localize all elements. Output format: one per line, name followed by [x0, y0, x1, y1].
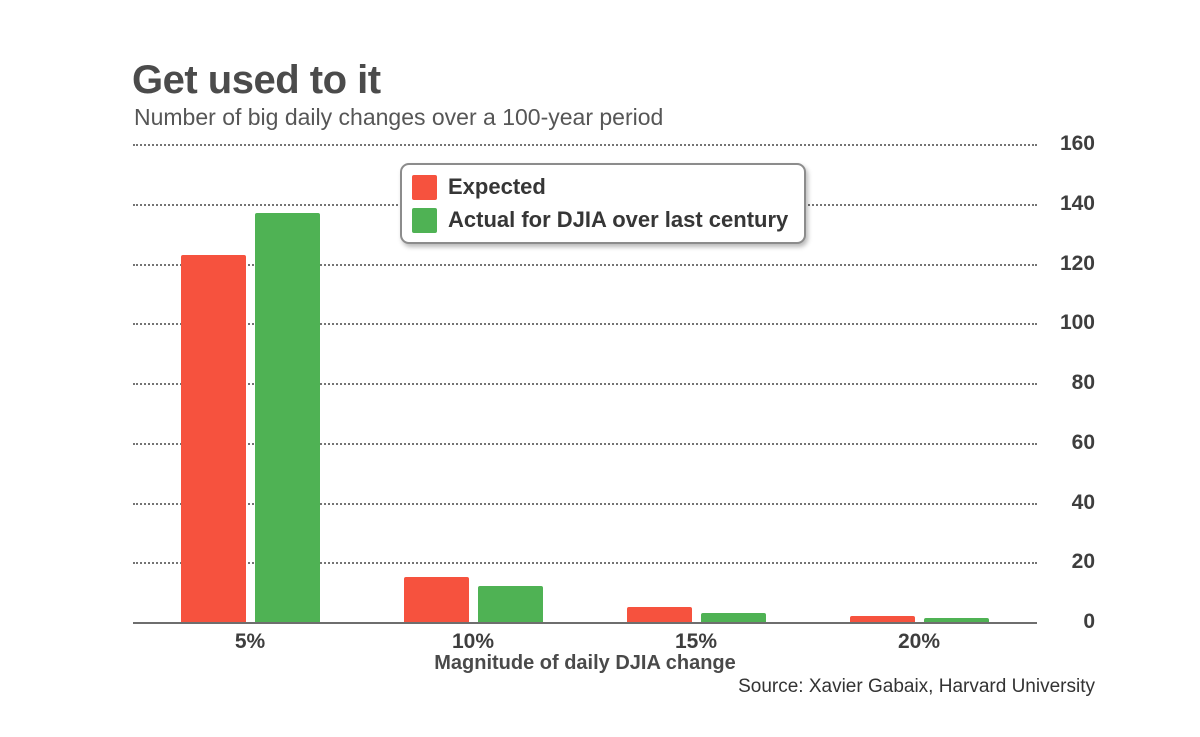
- gridline-100: [133, 323, 1037, 326]
- chart-title: Get used to it: [132, 58, 381, 102]
- bar-group-10%: [403, 577, 543, 622]
- bar-expected-20%: [849, 616, 915, 622]
- bar-actual-5%: [254, 212, 320, 622]
- y-tick-80: 80: [1071, 371, 1095, 394]
- x-tick-5%: 5%: [234, 630, 266, 653]
- gridline-60: [133, 442, 1037, 445]
- y-tick-140: 140: [1059, 191, 1095, 215]
- x-tick-15%: 15%: [674, 630, 718, 653]
- y-tick-40: 40: [1071, 490, 1095, 514]
- gridline-160: [133, 144, 1037, 146]
- y-tick-0: 0: [1083, 610, 1095, 633]
- x-axis-title: Magnitude of daily DJIA change: [434, 652, 736, 674]
- bar-expected-5%: [180, 254, 246, 622]
- bar-group-20%: [849, 616, 989, 622]
- x-tick-10%: 10%: [451, 630, 495, 653]
- y-axis-labels: 0 20 40 60 80 100 120 140 160: [1045, 132, 1095, 633]
- gridline-40: [133, 502, 1037, 505]
- bar-expected-10%: [403, 577, 469, 622]
- legend-label: Expected: [448, 174, 546, 199]
- gridline-120: [133, 263, 1037, 266]
- bar-actual-20%: [923, 617, 989, 622]
- y-tick-60: 60: [1071, 430, 1095, 454]
- y-tick-160: 160: [1059, 132, 1095, 155]
- legend-box: Expected Actual for DJIA over last centur…: [400, 163, 807, 244]
- legend-item: Actual for DJIA over last century: [412, 207, 788, 233]
- y-tick-100: 100: [1059, 311, 1095, 335]
- bar-group-5%: [180, 212, 320, 622]
- y-tick-120: 120: [1059, 251, 1095, 275]
- y-tick-20: 20: [1071, 550, 1095, 574]
- gridline-80: [133, 383, 1037, 385]
- chart-subtitle: Number of big daily changes over a 100-y…: [134, 104, 664, 130]
- x-tick-20%: 20%: [897, 630, 941, 653]
- x-axis-labels: 5% 10% 15% 20%: [133, 630, 1037, 658]
- bar-expected-15%: [626, 607, 692, 622]
- gridline-20: [133, 562, 1037, 565]
- legend-label: Actual for DJIA over last century: [448, 207, 789, 232]
- bar-group-15%: [626, 607, 766, 622]
- source-note: Source: Xavier Gabaix, Harvard Universit…: [738, 676, 1095, 697]
- legend-item: Expected: [412, 174, 788, 200]
- legend-swatch-icon: [412, 174, 437, 200]
- bar-actual-15%: [700, 613, 766, 622]
- legend-swatch-icon: [412, 207, 437, 233]
- plot-area: Expected Actual for DJIA over last centur…: [133, 144, 1037, 624]
- bar-actual-10%: [477, 586, 543, 622]
